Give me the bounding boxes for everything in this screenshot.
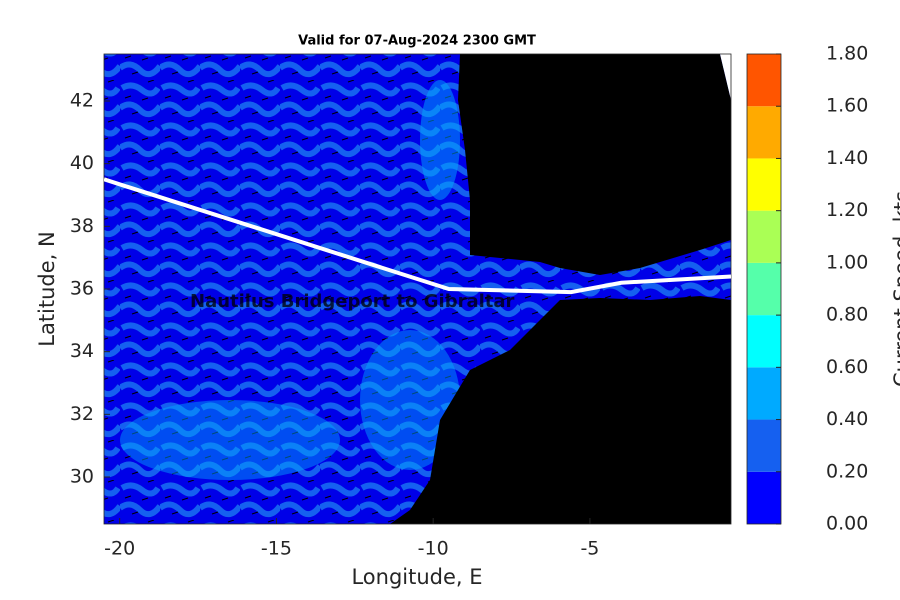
x-tick-label: -15 [261, 538, 292, 560]
y-tick-label: 38 [70, 215, 94, 237]
chart-title: Valid for 07-Aug-2024 2300 GMT [298, 34, 536, 49]
x-tick-label: -10 [418, 538, 449, 560]
colorbar-tick-label: 0.80 [826, 304, 868, 326]
x-tick-label: -20 [104, 538, 135, 560]
colorbar-segment [747, 262, 781, 316]
y-tick-label: 36 [70, 278, 94, 300]
colorbar-segment [747, 315, 781, 368]
colorbar-segment [747, 471, 781, 524]
colorbar-segment [747, 210, 781, 263]
y-tick-label: 30 [70, 466, 94, 488]
colorbar-tick-label: 0.20 [826, 460, 868, 482]
colorbar-tick-label: 1.00 [826, 251, 868, 273]
land-iberia [458, 54, 731, 275]
colorbar-tick-label: 0.60 [826, 356, 868, 378]
colorbar-tick-label: 0.40 [826, 408, 868, 430]
colorbar-segment [747, 106, 781, 159]
colorbar-label: Current Speed, kts [890, 191, 900, 387]
x-tick-label: -5 [580, 538, 599, 560]
y-tick-label: 32 [70, 403, 94, 425]
route-label: Nautilus Bridgeport to Gibraltar [190, 291, 515, 312]
colorbar-frame [746, 53, 782, 525]
y-axis-label: Latitude, N [35, 231, 59, 347]
y-tick-label: 34 [70, 340, 94, 362]
colorbar-segment [747, 54, 781, 107]
colorbar-segment [747, 419, 781, 472]
colorbar-tick-label: 0.00 [826, 513, 868, 535]
y-tick-label: 42 [70, 90, 94, 112]
colorbar-segment [747, 367, 781, 420]
colorbar-tick-label: 1.40 [826, 147, 868, 169]
x-axis-label: Longitude, E [351, 565, 482, 589]
route [104, 177, 731, 295]
colorbar-segment [747, 158, 781, 211]
colorbar-tick-label: 1.80 [826, 43, 868, 65]
colorbar-tick-label: 1.60 [826, 95, 868, 117]
y-tick-label: 40 [70, 152, 94, 174]
route-line [104, 177, 731, 295]
colorbar-tick-label: 1.20 [826, 199, 868, 221]
land-africa [390, 296, 731, 524]
map-field [104, 54, 731, 524]
